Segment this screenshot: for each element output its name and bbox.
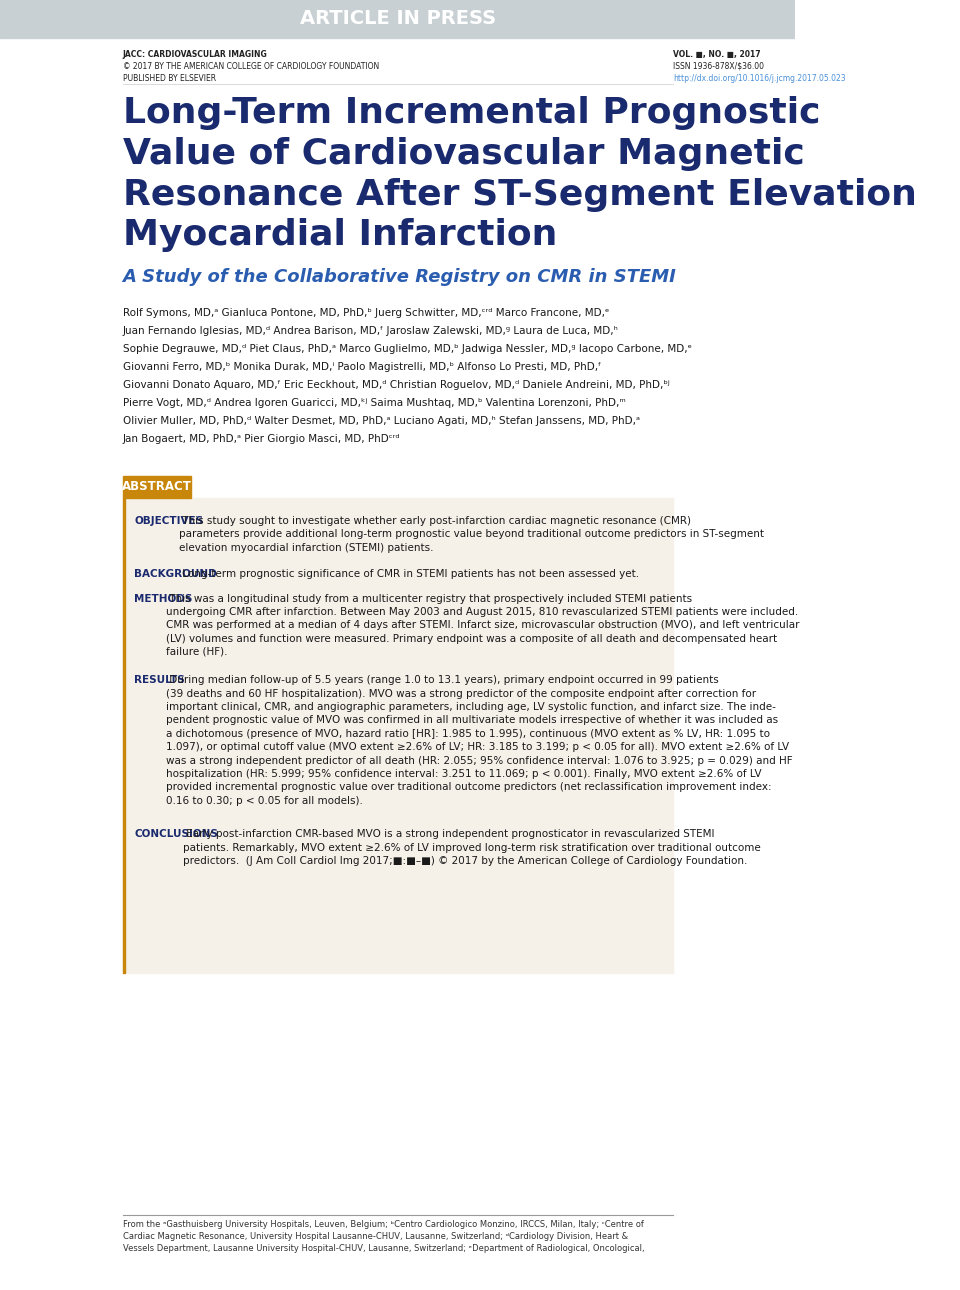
Text: http://dx.doi.org/10.1016/j.jcmg.2017.05.023: http://dx.doi.org/10.1016/j.jcmg.2017.05… [673,74,846,83]
Text: ISSN 1936-878X/$36.00: ISSN 1936-878X/$36.00 [673,62,764,71]
Text: Sophie Degrauwe, MD,ᵈ Piet Claus, PhD,ᵃ Marco Guglielmo, MD,ᵇ Jadwiga Nessler, M: Sophie Degrauwe, MD,ᵈ Piet Claus, PhD,ᵃ … [123,344,691,353]
Text: Rolf Symons, MD,ᵃ Gianluca Pontone, MD, PhD,ᵇ Juerg Schwitter, MD,ᶜʳᵈ Marco Fran: Rolf Symons, MD,ᵃ Gianluca Pontone, MD, … [123,308,609,319]
Text: Juan Fernando Iglesias, MD,ᵈ Andrea Barison, MD,ᶠ Jaroslaw Zalewski, MD,ᵍ Laura : Juan Fernando Iglesias, MD,ᵈ Andrea Bari… [123,326,618,335]
Text: Early post-infarction CMR-based MVO is a strong independent prognosticator in re: Early post-infarction CMR-based MVO is a… [183,829,761,866]
Text: During median follow-up of 5.5 years (range 1.0 to 13.1 years), primary endpoint: During median follow-up of 5.5 years (ra… [165,676,792,806]
Text: VOL. ■, NO. ■, 2017: VOL. ■, NO. ■, 2017 [673,50,760,59]
Bar [123,498,673,973]
Text: RESULTS: RESULTS [134,676,185,685]
Text: Jan Bogaert, MD, PhD,ᵃ Pier Giorgio Masci, MD, PhDᶜʳᵈ: Jan Bogaert, MD, PhD,ᵃ Pier Giorgio Masc… [123,433,400,444]
Text: Olivier Muller, MD, PhD,ᵈ Walter Desmet, MD, PhD,ᵃ Luciano Agati, MD,ʰ Stefan Ja: Olivier Muller, MD, PhD,ᵈ Walter Desmet,… [123,415,639,426]
Bar [123,476,191,498]
Text: ABSTRACT: ABSTRACT [122,480,192,494]
Bar [123,498,125,973]
Text: A Study of the Collaborative Registry on CMR in STEMI: A Study of the Collaborative Registry on… [123,268,677,286]
Text: Giovanni Ferro, MD,ᵇ Monika Durak, MD,ⁱ Paolo Magistrelli, MD,ᵇ Alfonso Lo Prest: Giovanni Ferro, MD,ᵇ Monika Durak, MD,ⁱ … [123,362,601,372]
Text: This was a longitudinal study from a multicenter registry that prospectively inc: This was a longitudinal study from a mul… [165,593,799,657]
Text: From the ᵃGasthuisberg University Hospitals, Leuven, Belgium; ᵇCentro Cardiologi: From the ᵃGasthuisberg University Hospit… [123,1220,644,1253]
Text: BACKGROUND: BACKGROUND [134,569,217,579]
Text: Long-term prognostic significance of CMR in STEMI patients has not been assessed: Long-term prognostic significance of CMR… [179,569,639,579]
Text: PUBLISHED BY ELSEVIER: PUBLISHED BY ELSEVIER [123,74,216,83]
Text: JACC: CARDIOVASCULAR IMAGING: JACC: CARDIOVASCULAR IMAGING [123,50,268,59]
Text: This study sought to investigate whether early post-infarction cardiac magnetic : This study sought to investigate whether… [179,516,764,552]
Text: Long-Term Incremental Prognostic
Value of Cardiovascular Magnetic
Resonance Afte: Long-Term Incremental Prognostic Value o… [123,95,917,253]
Text: CONCLUSIONS: CONCLUSIONS [134,829,218,840]
Text: Giovanni Donato Aquaro, MD,ᶠ Eric Eeckhout, MD,ᵈ Christian Roguelov, MD,ᵈ Daniel: Giovanni Donato Aquaro, MD,ᶠ Eric Eeckho… [123,381,669,390]
Text: Pierre Vogt, MD,ᵈ Andrea Igoren Guaricci, MD,ᵏʲ Saima Mushtaq, MD,ᵇ Valentina Lo: Pierre Vogt, MD,ᵈ Andrea Igoren Guaricci… [123,399,625,408]
Text: METHODS: METHODS [134,593,193,604]
Text: OBJECTIVES: OBJECTIVES [134,516,204,526]
Text: ARTICLE IN PRESS: ARTICLE IN PRESS [300,9,495,28]
Bar [0,0,796,37]
Text: © 2017 BY THE AMERICAN COLLEGE OF CARDIOLOGY FOUNDATION: © 2017 BY THE AMERICAN COLLEGE OF CARDIO… [123,62,379,71]
